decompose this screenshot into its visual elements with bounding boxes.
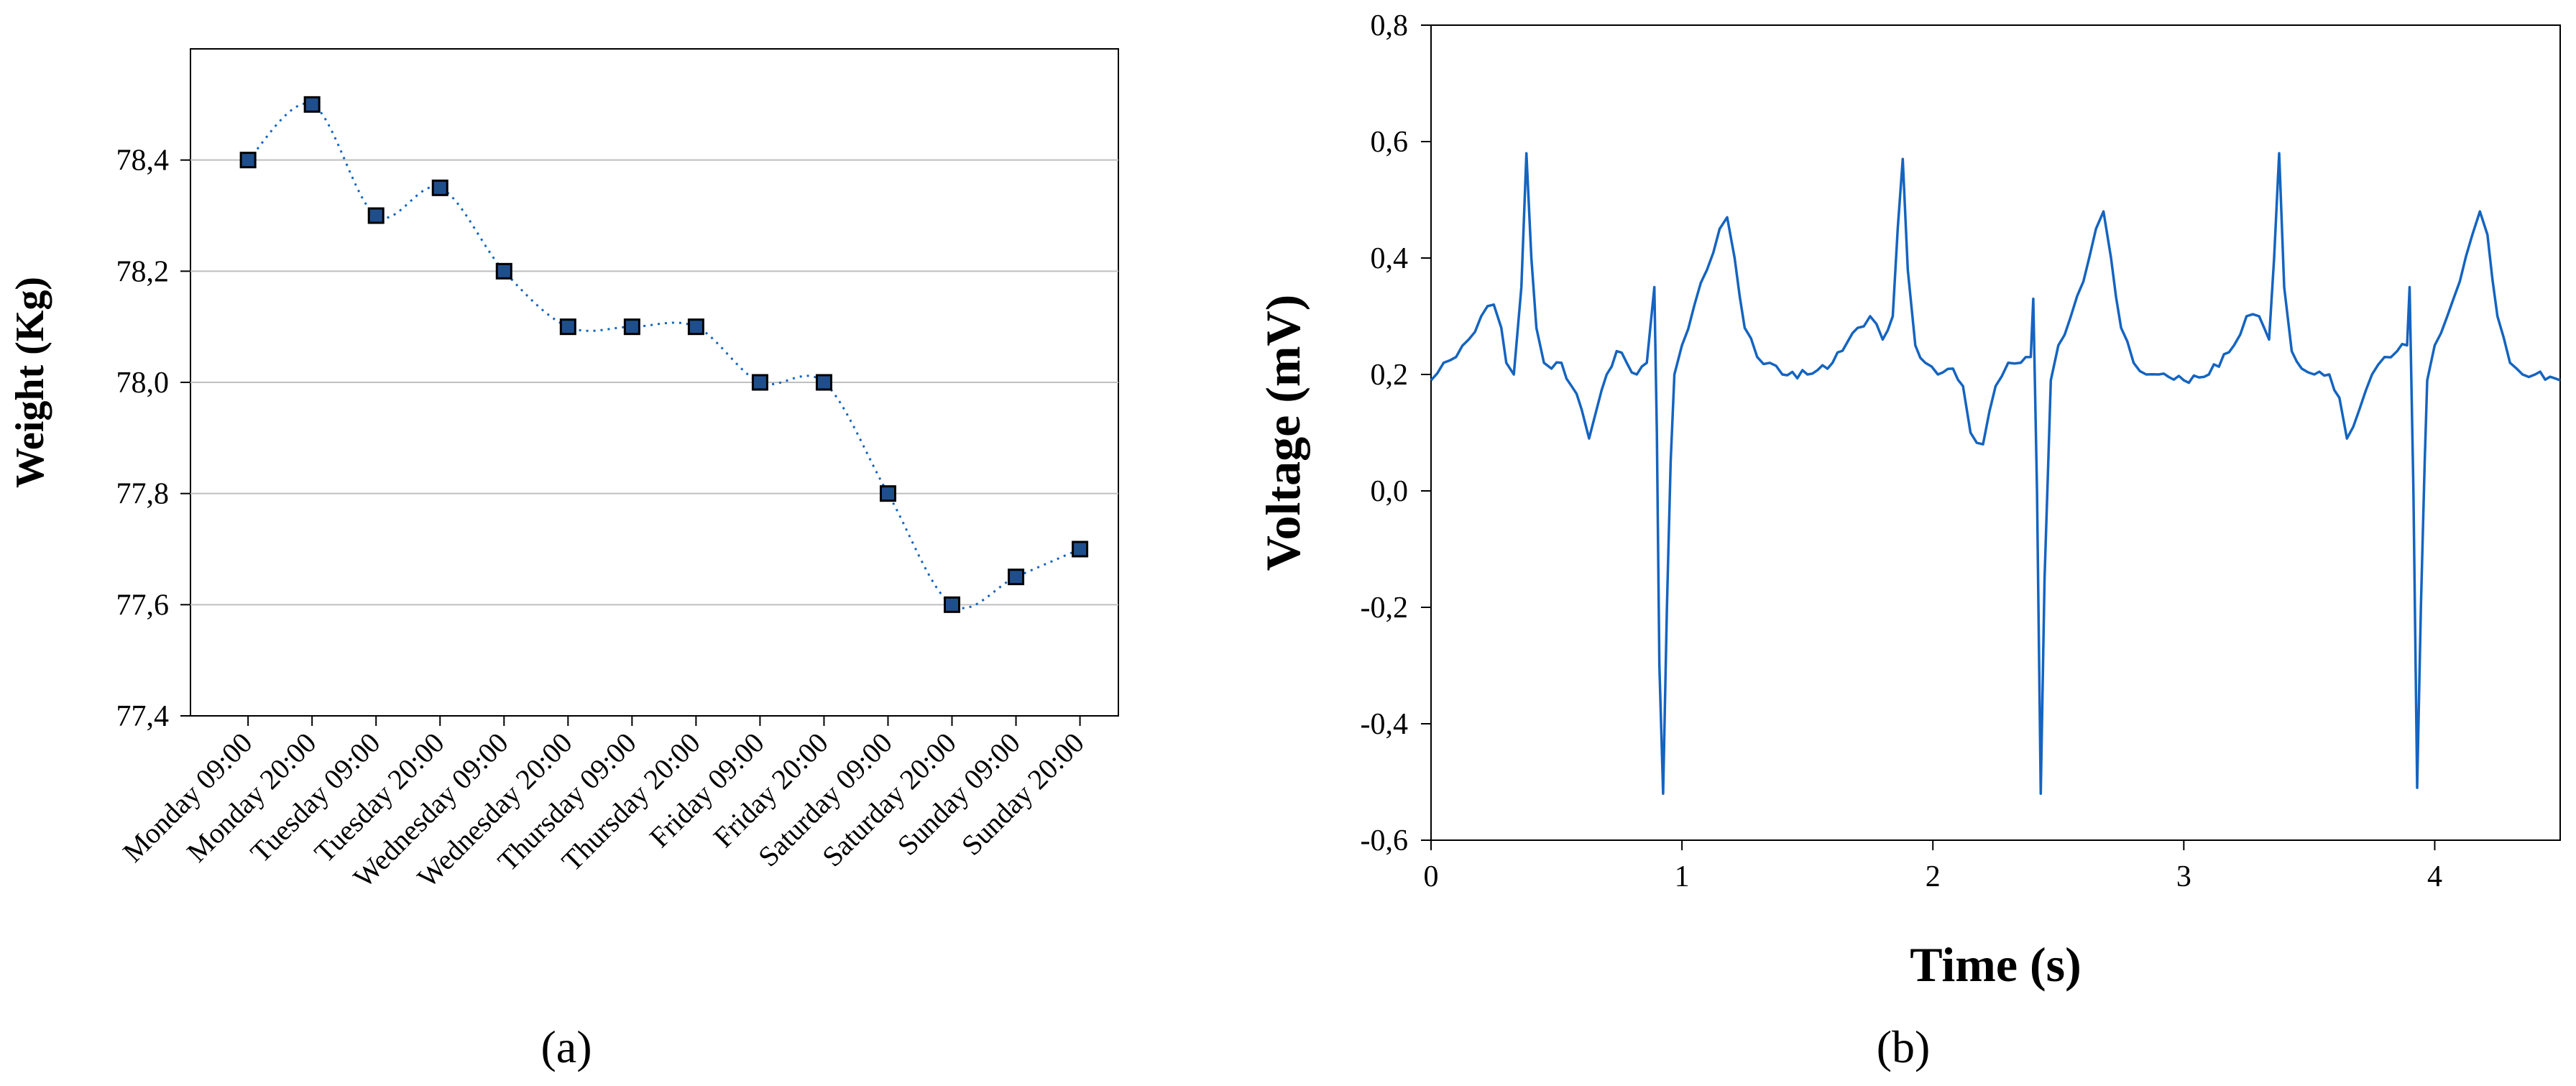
voltage-y-tick-label: -0,2 (1361, 592, 1409, 625)
voltage-x-ticks: 0 1 2 3 4 (1424, 840, 2442, 893)
weight-data-point (1072, 540, 1089, 558)
weight-data-point (367, 207, 385, 224)
weight-gridlines (190, 159, 1118, 606)
weight-y-tick-label: 78,0 (116, 367, 170, 400)
weight-data-point (559, 318, 576, 336)
weight-data-point (623, 318, 640, 336)
voltage-y-tick-label: 0,0 (1371, 475, 1409, 508)
weight-markers (239, 96, 1089, 613)
voltage-chart: -0,6 -0,4 -0,2 0,0 0,2 0,4 0,6 0,8 0 1 2 3 4 Voltag… (1256, 9, 2561, 1072)
voltage-x-tick-label: 1 (1675, 860, 1690, 893)
panel-label-a: (a) (540, 1021, 592, 1072)
weight-y-tick-label: 78,4 (116, 144, 170, 178)
weight-y-tick-label: 77,8 (116, 478, 170, 511)
weight-data-point (495, 262, 512, 280)
voltage-x-tick-label: 2 (1926, 860, 1941, 893)
weight-y-tick-label: 78,2 (116, 255, 170, 288)
weight-y-ticks: 77,4 77,6 77,8 78,0 78,2 78,4 (116, 144, 190, 733)
weight-chart: 77,4 77,6 77,8 78,0 78,2 78,4 Monday 09:00Mon… (8, 48, 1119, 1072)
panel-label-b: (b) (1877, 1021, 1931, 1072)
voltage-y-ticks: -0,6 -0,4 -0,2 0,0 0,2 0,4 0,6 0,8 (1361, 9, 1431, 857)
weight-data-point (815, 374, 832, 391)
weight-data-point (944, 596, 961, 613)
voltage-y-tick-label: 0,4 (1371, 242, 1409, 275)
weight-data-point (303, 96, 321, 113)
voltage-x-tick-label: 3 (2176, 860, 2191, 893)
voltage-y-tick-label: 0,2 (1371, 359, 1409, 392)
weight-series-line (247, 102, 1081, 609)
time-x-axis-label: Time (s) (1910, 937, 2082, 992)
voltage-y-axis-label: Voltage (mV) (1256, 295, 1310, 571)
weight-data-point (431, 179, 448, 196)
voltage-x-tick-label: 0 (1424, 860, 1439, 893)
ecg-signal-line (1430, 152, 2561, 795)
weight-data-point (687, 318, 704, 336)
voltage-y-tick-label: 0,6 (1371, 126, 1409, 159)
voltage-y-tick-label: 0,8 (1371, 9, 1409, 42)
weight-data-point (879, 485, 896, 502)
weight-data-point (1008, 569, 1025, 586)
weight-data-point (751, 374, 768, 391)
voltage-x-tick-label: 4 (2427, 860, 2442, 893)
weight-y-tick-label: 77,6 (116, 589, 170, 622)
voltage-plot-frame (1430, 24, 2561, 841)
weight-y-axis-label: Weight (Kg) (8, 277, 52, 488)
weight-y-tick-label: 77,4 (116, 700, 170, 733)
voltage-y-tick-label: -0,6 (1361, 824, 1409, 857)
voltage-y-tick-label: -0,4 (1361, 708, 1409, 741)
weight-data-point (239, 152, 257, 169)
